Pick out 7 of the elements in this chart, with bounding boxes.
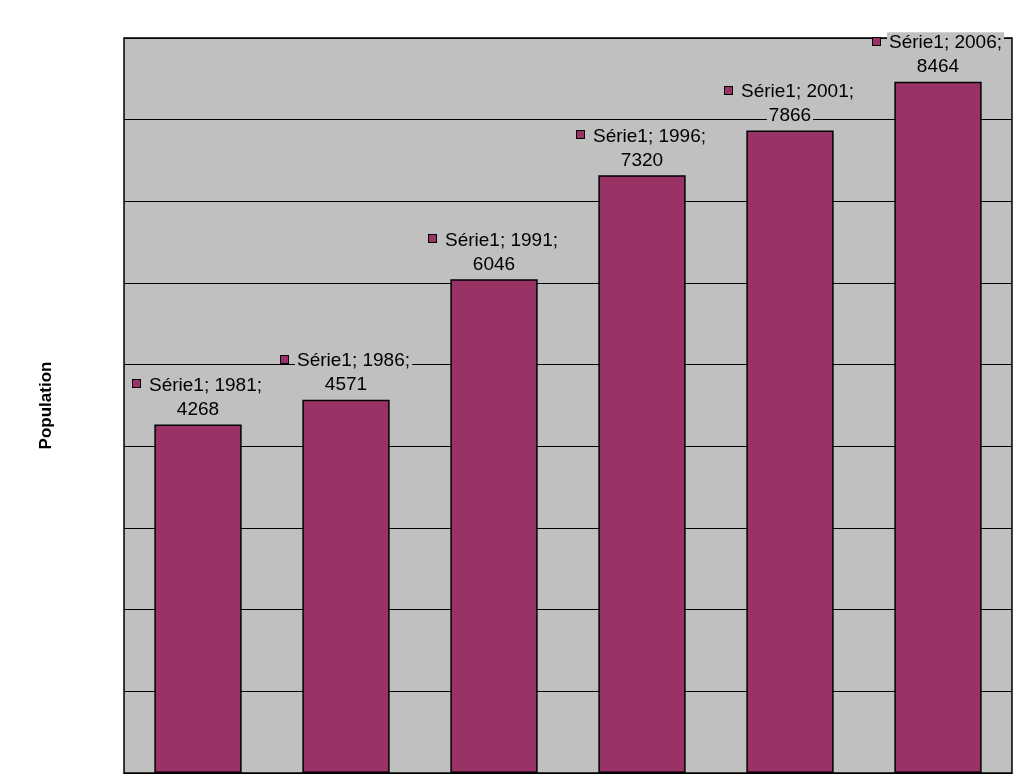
data-label: Série1; 1981; 4268 [148, 373, 263, 419]
y-axis-title: Population [36, 361, 55, 450]
data-label: Série1; 1991; 6046 [444, 228, 559, 274]
data-label: Série1; 1996; 7320 [592, 124, 707, 170]
data-label: Série1; 2001; 7866 [740, 80, 855, 126]
data-label: Série1; 1986; 4571 [296, 349, 411, 395]
data-label: Série1; 2006; 8464 [888, 31, 1003, 77]
